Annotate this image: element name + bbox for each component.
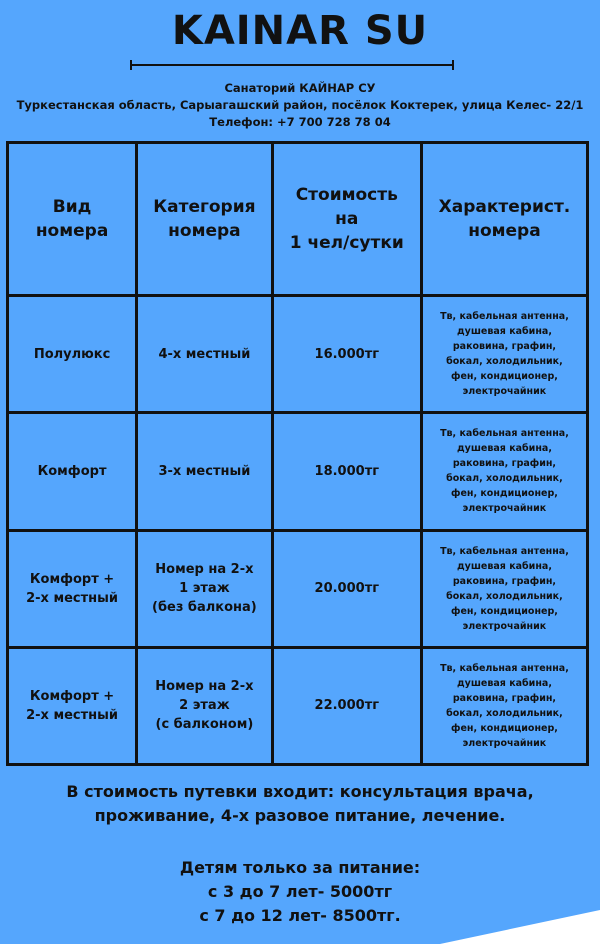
cell-line: бокал, холодильник, bbox=[446, 590, 563, 602]
included-note: В стоимость путевки входит: консультация… bbox=[0, 780, 600, 828]
children-note: Детям только за питание: с 3 до 7 лет- 5… bbox=[0, 856, 600, 928]
cell-line: Тв, кабельная антенна, bbox=[440, 662, 569, 674]
cell-line: фен, кондиционер, bbox=[451, 488, 558, 500]
cell-line: фен, кондиционер, bbox=[451, 605, 558, 617]
cell-line: 1 чел/сутки bbox=[289, 233, 404, 253]
price-cell: 20.000тг bbox=[270, 528, 423, 649]
cell-line: (без балкона) bbox=[152, 600, 257, 616]
sanatorium-name: Санаторий КАЙНАР СУ bbox=[224, 81, 376, 95]
table-cell: Комфорт bbox=[5, 411, 139, 532]
contact-info: Санаторий КАЙНАР СУ Туркестанская област… bbox=[0, 80, 600, 131]
table-row: Полулюкс 4-х местный 16.000тг Тв, кабельная… bbox=[5, 293, 590, 415]
table-cell: Комфорт + 2-х местный bbox=[5, 645, 139, 767]
table-header-row: Вид номера Категория номера Стоимость на 1 чел… bbox=[5, 141, 590, 297]
children-line: Детям только за питание: bbox=[179, 858, 421, 877]
cell-line: Тв, кабельная антенна, bbox=[440, 428, 569, 440]
cell-line: электрочайник bbox=[462, 737, 547, 749]
cell-line: бокал, холодильник, bbox=[446, 707, 563, 719]
table-cell: Номер на 2-х 2 этаж (с балконом) bbox=[135, 645, 274, 767]
table-cell: 3-х местный bbox=[135, 411, 274, 532]
cell-line: электрочайник bbox=[462, 386, 547, 398]
table-cell: Номер на 2-х 1 этаж (без балкона) bbox=[135, 528, 274, 649]
table-row: Комфорт + 2-х местный Номер на 2-х 2 этаж (с… bbox=[5, 645, 590, 767]
cell-line: 2 этаж bbox=[179, 698, 230, 714]
cell-line: фен, кондиционер, bbox=[451, 371, 558, 383]
children-line: с 7 до 12 лет- 8500тг. bbox=[199, 906, 401, 925]
children-line: с 3 до 7 лет- 5000тг bbox=[207, 882, 393, 901]
table-cell: 4-х местный bbox=[135, 293, 274, 415]
cell-line: раковина, графин, bbox=[452, 692, 557, 704]
divider bbox=[130, 60, 454, 70]
table-row: Комфорт + 2-х местный Номер на 2-х 1 этаж (б… bbox=[5, 528, 590, 649]
cell-line: Комфорт + bbox=[29, 688, 115, 704]
cell-line: Полулюкс bbox=[33, 346, 111, 362]
cell-line: Характерист. bbox=[438, 197, 571, 217]
cell-line: 1 этаж bbox=[179, 581, 230, 597]
cell-line: Категория bbox=[153, 197, 256, 217]
cell-line: Тв, кабельная антенна, bbox=[440, 545, 569, 557]
cell-line: 4-х местный bbox=[158, 346, 251, 362]
phone: Телефон: +7 700 728 78 04 bbox=[209, 115, 391, 129]
cell-line: Номер на 2-х bbox=[155, 562, 254, 578]
table-cell: Вид номера bbox=[5, 141, 139, 297]
cell-line: раковина, графин, bbox=[452, 341, 557, 353]
cell-line: душевая кабина, bbox=[456, 560, 552, 572]
cell-line: электрочайник bbox=[462, 620, 547, 632]
cell-line: 2-х местный bbox=[26, 590, 118, 606]
price-cell: 16.000тг bbox=[270, 293, 423, 415]
table-cell: Тв, кабельная антенна, душевая кабина, рак… bbox=[419, 528, 590, 649]
price-table: Вид номера Категория номера Стоимость на 1 чел… bbox=[5, 141, 590, 767]
table-row: Комфорт 3-х местный 18.000тг Тв, кабельная … bbox=[5, 411, 590, 532]
cell-line: (с балконом) bbox=[155, 717, 254, 733]
cell-line: фен, кондиционер, bbox=[451, 722, 558, 734]
table-cell: Полулюкс bbox=[5, 293, 139, 415]
table-cell: Тв, кабельная антенна, душевая кабина, рак… bbox=[419, 645, 590, 767]
page-title: KAINAR SU bbox=[171, 8, 429, 54]
cell-line: бокал, холодильник, bbox=[446, 473, 563, 485]
cell-line: Стоимость bbox=[295, 185, 398, 205]
cell-line: раковина, графин, bbox=[452, 575, 557, 587]
cell-line: душевая кабина, bbox=[456, 326, 552, 338]
cell-line: Комфорт + bbox=[29, 571, 115, 587]
table-cell: Категория номера bbox=[135, 141, 274, 297]
cell-line: номера bbox=[468, 221, 541, 241]
cell-line: на bbox=[335, 209, 359, 229]
cell-line: Тв, кабельная антенна, bbox=[440, 311, 569, 323]
table-cell: Характерист. номера bbox=[419, 141, 590, 297]
cell-line: душевая кабина, bbox=[456, 443, 552, 455]
address: Туркестанская область, Сарыагашский райо… bbox=[16, 98, 584, 112]
price-cell: 18.000тг bbox=[270, 411, 423, 532]
cell-line: раковина, графин, bbox=[452, 458, 557, 470]
cell-line: электрочайник bbox=[462, 503, 547, 515]
cell-line: Вид bbox=[52, 197, 92, 217]
included-line: проживание, 4-х разовое питание, лечение… bbox=[94, 806, 506, 825]
table-cell: Тв, кабельная антенна, душевая кабина, рак… bbox=[419, 411, 590, 532]
included-line: В стоимость путевки входит: консультация… bbox=[66, 782, 534, 801]
cell-line: Номер на 2-х bbox=[155, 679, 254, 695]
price-cell: 22.000тг bbox=[270, 645, 423, 767]
table-cell: Комфорт + 2-х местный bbox=[5, 528, 139, 649]
cell-line: номера bbox=[35, 221, 109, 241]
table-cell: Стоимость на 1 чел/сутки bbox=[270, 141, 423, 297]
cell-line: бокал, холодильник, bbox=[446, 356, 563, 368]
cell-line: 3-х местный bbox=[158, 463, 251, 479]
cell-line: 2-х местный bbox=[26, 707, 118, 723]
cell-line: душевая кабина, bbox=[456, 677, 552, 689]
table-cell: Тв, кабельная антенна, душевая кабина, рак… bbox=[419, 293, 590, 415]
cell-line: номера bbox=[168, 221, 241, 241]
cell-line: Комфорт bbox=[37, 463, 107, 479]
